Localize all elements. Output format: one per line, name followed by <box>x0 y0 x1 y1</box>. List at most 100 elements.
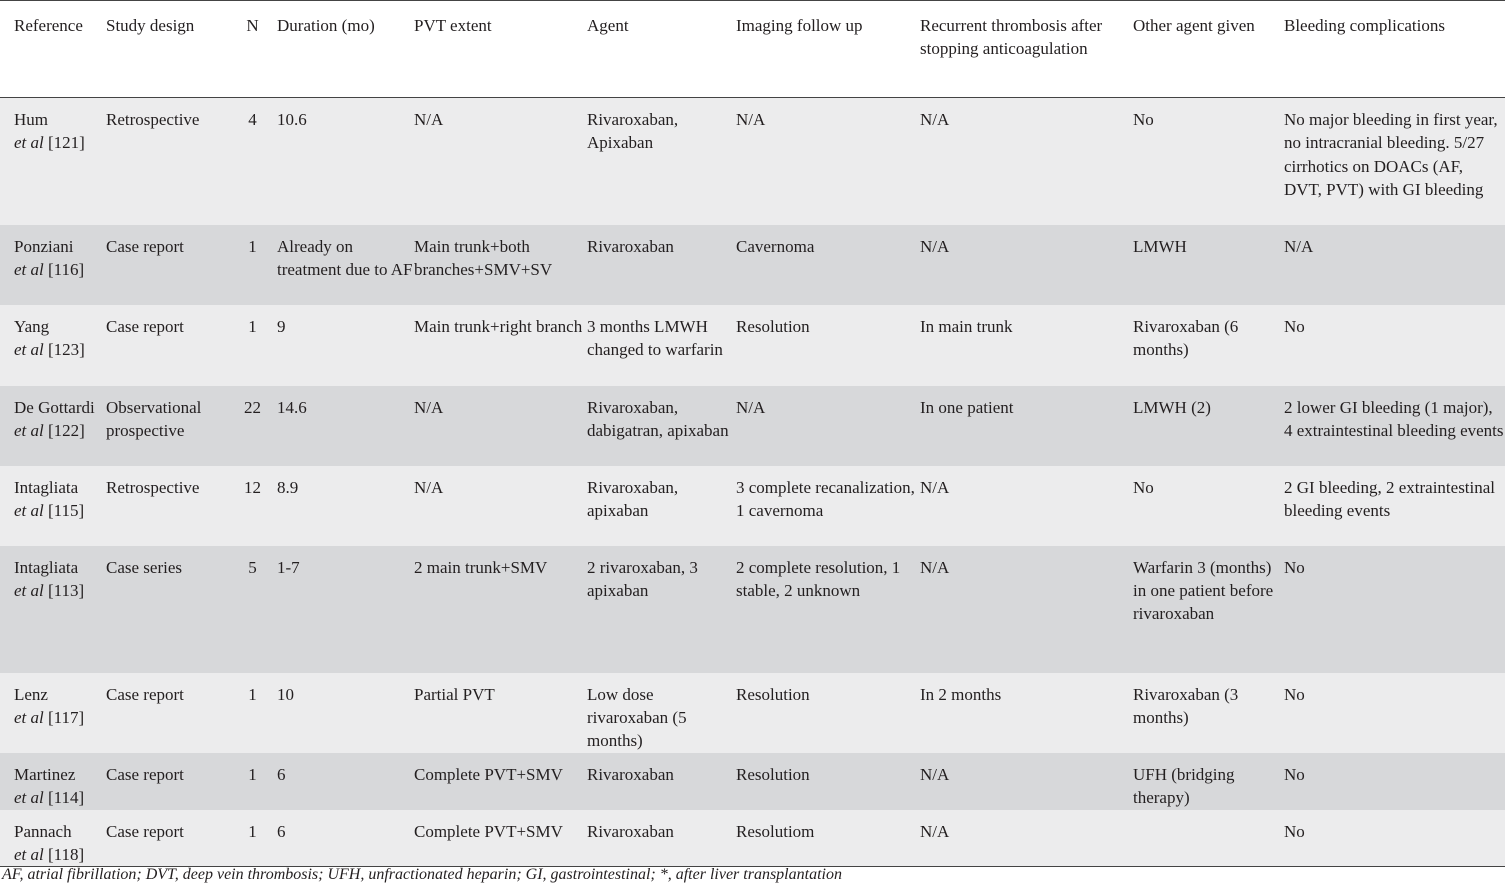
cell-duration: Already on treatment due to AF <box>277 236 413 279</box>
header-reference: Reference <box>0 0 106 98</box>
cell-reference: Pannach et al [118] <box>0 810 106 867</box>
table-row: Hum et al [121] Retrospective 4 10.6 N/A Rivar… <box>0 97 1505 225</box>
cell-duration: 1-7 <box>277 557 300 577</box>
cell-pvt-extent: Main trunk+right branch <box>414 316 583 336</box>
reference-author: Ponziani <box>14 236 74 256</box>
cell-n: 1 <box>248 236 257 256</box>
cell-duration: 6 <box>277 821 286 841</box>
table-row: Pannach et al [118] Case report 1 6 Complete … <box>0 809 1505 867</box>
cell-pvt-extent: Complete PVT+SMV <box>414 764 563 784</box>
reference-number: [116] <box>48 259 85 279</box>
reference-author: Hum <box>14 110 48 129</box>
cell-other-agent: No <box>1133 110 1154 129</box>
cell-pvt-extent: N/A <box>414 477 444 497</box>
header-pvt-extent: PVT extent <box>414 0 587 98</box>
cell-recurrent: In 2 months <box>920 684 1002 704</box>
cell-design: Case report <box>106 684 184 704</box>
cell-imaging: Resolutiom <box>736 821 815 841</box>
cell-design: Retrospective <box>106 477 200 497</box>
table-body: Hum et al [121] Retrospective 4 10.6 N/A Rivar… <box>0 97 1505 867</box>
table-row: Intagliata et al [113] Case series 5 1-7 2 ma… <box>0 545 1505 673</box>
cell-other-agent: LMWH (2) <box>1133 397 1211 417</box>
cell-reference: Martinez et al [114] <box>0 753 106 810</box>
header-other-agent: Other agent given <box>1133 0 1284 98</box>
reference-et-al: et al <box>14 787 44 807</box>
cell-duration: 9 <box>277 316 286 336</box>
reference-author: Yang <box>14 316 50 336</box>
cell-reference: Hum et al [121] <box>0 98 106 225</box>
cell-design: Case report <box>106 236 184 256</box>
cell-duration: 14.6 <box>277 397 307 417</box>
reference-et-al: et al <box>14 500 44 520</box>
cell-imaging: Cavernoma <box>736 236 815 256</box>
table-row: Yang et al [123] Case report 1 9 Main trunk+r… <box>0 304 1505 386</box>
reference-et-al: et al <box>14 580 44 600</box>
reference-et-al: et al <box>14 339 44 359</box>
cell-bleeding: N/A <box>1284 236 1314 256</box>
cell-bleeding: 2 lower GI bleeding (1 major), 4 extrain… <box>1284 397 1504 440</box>
cell-design: Observational prospective <box>106 397 202 440</box>
cell-pvt-extent: Main trunk+both branches+SMV+SV <box>414 236 553 279</box>
cell-reference: Ponziani et al [116] <box>0 225 106 305</box>
cell-recurrent: In main trunk <box>920 316 1013 336</box>
table-row: Martinez et al [114] Case report 1 6 Complete… <box>0 752 1505 810</box>
reference-author: Intagliata <box>14 557 79 577</box>
cell-imaging: Resolution <box>736 764 810 784</box>
cell-pvt-extent: Complete PVT+SMV <box>414 821 563 841</box>
doac-pvt-table: Reference Study design N Duration (mo) P… <box>0 0 1505 867</box>
cell-agent: 2 rivaroxaban, 3 apixaban <box>587 557 698 600</box>
reference-author: Intagliata <box>14 477 79 497</box>
cell-reference: Lenz et al [117] <box>0 673 106 753</box>
cell-recurrent: In one patient <box>920 397 1014 417</box>
header-recurrent: Recurrent thrombosis after stopping anti… <box>920 0 1133 98</box>
reference-author: De Gottardi <box>14 397 95 417</box>
reference-number: [114] <box>48 787 85 807</box>
reference-number: [115] <box>48 500 85 520</box>
cell-other-agent: UFH (bridging therapy) <box>1133 764 1235 807</box>
header-bleeding: Bleeding complications <box>1284 0 1505 98</box>
cell-n: 5 <box>248 557 257 577</box>
cell-recurrent: N/A <box>920 557 950 577</box>
cell-other-agent: Rivaroxaban (3 months) <box>1133 684 1239 727</box>
cell-reference: Intagliata et al [115] <box>0 466 106 546</box>
cell-n: 22 <box>244 397 261 417</box>
reference-author: Martinez <box>14 764 76 784</box>
cell-design: Case report <box>106 821 184 841</box>
cell-pvt-extent: 2 main trunk+SMV <box>414 557 548 577</box>
cell-other-agent <box>1133 810 1284 867</box>
header-study-design: Study design <box>106 0 228 98</box>
table-footnote: AF, atrial fibrillation; DVT, deep vein … <box>2 866 842 883</box>
cell-recurrent: N/A <box>920 821 950 841</box>
header-n: N <box>228 0 277 98</box>
cell-imaging: Resolution <box>736 684 810 704</box>
reference-et-al: et al <box>14 259 44 279</box>
reference-et-al: et al <box>14 707 44 727</box>
reference-number: [123] <box>48 339 85 359</box>
cell-duration: 6 <box>277 764 286 784</box>
cell-duration: 8.9 <box>277 477 299 497</box>
cell-agent: Rivaroxaban <box>587 236 674 256</box>
cell-reference: Yang et al [123] <box>0 305 106 386</box>
table-row: De Gottardi et al [122] Observational pros… <box>0 385 1505 466</box>
cell-recurrent: N/A <box>920 477 950 497</box>
cell-pvt-extent: N/A <box>414 397 444 417</box>
cell-recurrent: N/A <box>920 236 950 256</box>
cell-bleeding: No <box>1284 821 1305 841</box>
table-header: Reference Study design N Duration (mo) P… <box>0 0 1505 98</box>
cell-other-agent: Warfarin 3 (months) in one patient befor… <box>1133 557 1274 624</box>
cell-agent: 3 months LMWH changed to warfarin <box>587 316 723 359</box>
reference-author: Pannach <box>14 821 72 841</box>
reference-et-al: et al <box>14 133 44 153</box>
cell-n: 1 <box>248 821 257 841</box>
reference-number: [122] <box>48 420 85 440</box>
table-row: Lenz et al [117] Case report 1 10 Partial PVT… <box>0 672 1505 753</box>
cell-imaging: 2 complete resolution, 1 stable, 2 unkno… <box>736 557 901 600</box>
cell-agent: Rivaroxaban <box>587 764 674 784</box>
cell-agent: Rivaroxaban, Apixaban <box>587 110 679 153</box>
cell-n: 4 <box>248 110 257 129</box>
cell-imaging: N/A <box>736 110 766 129</box>
cell-recurrent: N/A <box>920 764 950 784</box>
cell-n: 1 <box>248 764 257 784</box>
cell-n: 12 <box>244 477 261 497</box>
